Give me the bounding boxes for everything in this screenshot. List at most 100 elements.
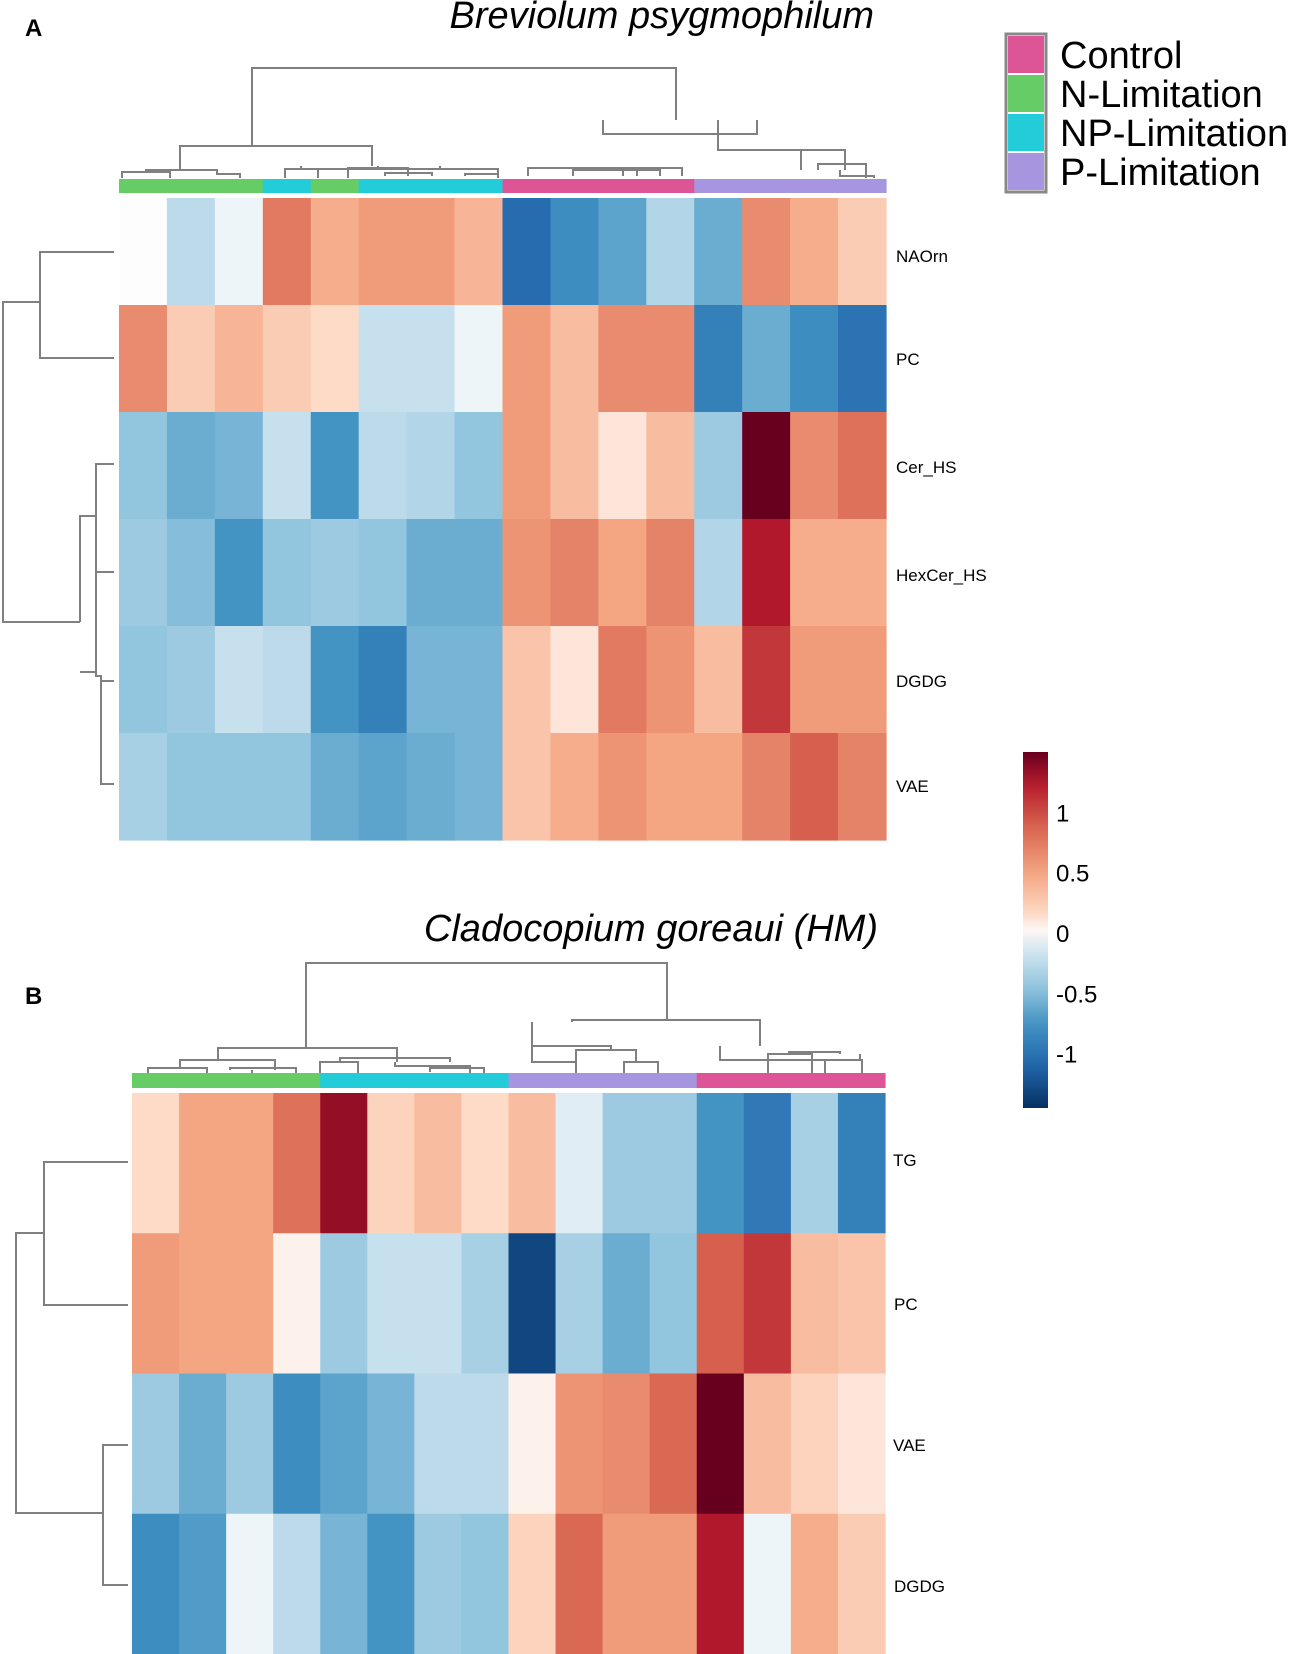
heatmap-cell-pc-col4 bbox=[262, 305, 312, 413]
heatmap-cell-tg-col2 bbox=[179, 1093, 227, 1234]
heatmap-cell-hexcer-hs-col11 bbox=[598, 519, 647, 627]
color-scale-tick-label: 0.5 bbox=[1056, 861, 1089, 888]
heatmap-cell-tg-col12 bbox=[649, 1093, 698, 1234]
heatmap-cell-hexcer-hs-col1 bbox=[119, 519, 168, 627]
group-bar-segment-n-limitation bbox=[119, 179, 168, 193]
legend-label-control: Control bbox=[1060, 35, 1183, 77]
heatmap-cell-vae-col12 bbox=[646, 733, 695, 841]
heatmap-cell-cer-hs-col4 bbox=[262, 412, 312, 520]
heatmap-cell-cer-hs-col14 bbox=[742, 412, 791, 520]
group-bar-segment-n-limitation bbox=[310, 179, 360, 193]
heatmap-cell-vae-col8 bbox=[461, 1373, 510, 1515]
heatmap-cell-dgdg-col16 bbox=[838, 626, 887, 734]
heatmap-cell-dgdg-col4 bbox=[273, 1513, 321, 1654]
heatmap-cell-pc-col7 bbox=[406, 305, 456, 413]
heatmap-cell-dgdg-col16 bbox=[837, 1513, 886, 1654]
heatmap-cell-pc-col6 bbox=[358, 305, 408, 413]
group-bar-segment-np-limitation bbox=[358, 179, 408, 193]
heatmap-cell-pc-col14 bbox=[743, 1233, 792, 1375]
heatmap-cell-hexcer-hs-col13 bbox=[694, 519, 743, 627]
heatmap-cell-cer-hs-col3 bbox=[214, 412, 264, 520]
heatmap-cell-tg-col3 bbox=[226, 1093, 274, 1234]
panel-a-row-label: PC bbox=[896, 350, 920, 369]
group-bar-segment-p-limitation bbox=[602, 1073, 651, 1088]
panel-b-row-dendrogram bbox=[15, 1161, 128, 1586]
heatmap-cell-naorn-col6 bbox=[358, 198, 408, 306]
heatmap-cell-dgdg-col13 bbox=[696, 1513, 745, 1654]
heatmap-cell-vae-col13 bbox=[694, 733, 743, 841]
heatmap-cell-tg-col13 bbox=[696, 1093, 745, 1234]
heatmap-cell-naorn-col4 bbox=[262, 198, 312, 306]
heatmap-cell-pc-col7 bbox=[414, 1233, 463, 1375]
heatmap-cell-dgdg-col11 bbox=[602, 1513, 651, 1654]
panel-a-group-bar bbox=[119, 179, 887, 193]
group-bar-segment-control bbox=[598, 179, 647, 193]
heatmap-cell-dgdg-col5 bbox=[320, 1513, 368, 1654]
heatmap-cell-cer-hs-col7 bbox=[406, 412, 456, 520]
heatmap-cell-vae-col8 bbox=[454, 733, 504, 841]
heatmap-cell-cer-hs-col12 bbox=[646, 412, 695, 520]
heatmap-cell-dgdg-col1 bbox=[119, 626, 168, 734]
group-bar-segment-p-limitation bbox=[838, 179, 887, 193]
heatmap-cell-hexcer-hs-col6 bbox=[358, 519, 408, 627]
heatmap-cell-pc-col12 bbox=[646, 305, 695, 413]
heatmap-cell-pc-col8 bbox=[461, 1233, 510, 1375]
panel-b-letter: B bbox=[25, 983, 42, 1010]
heatmap-cell-pc-col16 bbox=[838, 305, 887, 413]
heatmap-cell-hexcer-hs-col12 bbox=[646, 519, 695, 627]
heatmap-cell-pc-col5 bbox=[310, 305, 360, 413]
heatmap-cell-naorn-col13 bbox=[694, 198, 743, 306]
heatmap-cell-pc-col9 bbox=[502, 305, 552, 413]
heatmap-cell-pc-col15 bbox=[790, 305, 839, 413]
heatmap-cell-pc-col2 bbox=[179, 1233, 227, 1375]
heatmap-cell-naorn-col1 bbox=[119, 198, 168, 306]
color-scale-tick-label: -0.5 bbox=[1056, 981, 1097, 1008]
heatmap-cell-vae-col2 bbox=[179, 1373, 227, 1515]
heatmap-cell-tg-col10 bbox=[555, 1093, 604, 1234]
panel-a-letter: A bbox=[25, 15, 42, 42]
group-bar-segment-control bbox=[696, 1073, 745, 1088]
panel-b-row-label: DGDG bbox=[894, 1577, 945, 1596]
heatmap-cell-vae-col13 bbox=[696, 1373, 745, 1515]
heatmap-cell-dgdg-col12 bbox=[646, 626, 695, 734]
heatmap-cell-vae-col14 bbox=[743, 1373, 792, 1515]
heatmap-cell-naorn-col5 bbox=[310, 198, 360, 306]
heatmap-cell-vae-col11 bbox=[602, 1373, 651, 1515]
heatmap-cell-naorn-col16 bbox=[838, 198, 887, 306]
heatmap-cell-cer-hs-col2 bbox=[166, 412, 216, 520]
heatmap-cell-tg-col4 bbox=[273, 1093, 321, 1234]
heatmap-cell-pc-col1 bbox=[119, 305, 168, 413]
heatmap-cell-dgdg-col9 bbox=[508, 1513, 557, 1654]
heatmap-cell-hexcer-hs-col9 bbox=[502, 519, 552, 627]
panel-a: A Breviolum psygmophilum bbox=[2, 0, 987, 841]
heatmap-cell-tg-col15 bbox=[790, 1093, 839, 1234]
group-bar-segment-p-limitation bbox=[694, 179, 743, 193]
heatmap-cell-hexcer-hs-col4 bbox=[262, 519, 312, 627]
heatmap-cell-hexcer-hs-col5 bbox=[310, 519, 360, 627]
heatmap-cell-dgdg-col6 bbox=[367, 1513, 415, 1654]
color-scale-tick-label: 0 bbox=[1056, 921, 1069, 948]
heatmap-cell-cer-hs-col15 bbox=[790, 412, 839, 520]
heatmap-cell-hexcer-hs-col16 bbox=[838, 519, 887, 627]
heatmap-cell-pc-col13 bbox=[694, 305, 743, 413]
panel-a-row-label: Cer_HS bbox=[896, 458, 956, 477]
heatmap-cell-pc-col6 bbox=[367, 1233, 415, 1375]
heatmap-cell-tg-col5 bbox=[320, 1093, 368, 1234]
heatmap-cell-vae-col11 bbox=[598, 733, 647, 841]
legend-swatch-np-limitation bbox=[1008, 114, 1044, 151]
heatmap-cell-naorn-col7 bbox=[406, 198, 456, 306]
panel-b-title: Cladocopium goreaui (HM) bbox=[424, 908, 878, 950]
group-bar-segment-p-limitation bbox=[790, 179, 839, 193]
group-legend: Control N-Limitation NP-Limitation P-Lim… bbox=[1004, 32, 1288, 194]
heatmap-cell-pc-col11 bbox=[598, 305, 647, 413]
group-bar-segment-control bbox=[837, 1073, 886, 1088]
heatmap-cell-dgdg-col3 bbox=[226, 1513, 274, 1654]
heatmap-cell-vae-col12 bbox=[649, 1373, 698, 1515]
panel-b: B Cladocopium goreaui (HM) bbox=[15, 908, 945, 1654]
heatmap-cell-vae-col7 bbox=[414, 1373, 463, 1515]
panel-a-row-label: DGDG bbox=[896, 672, 947, 691]
heatmap-cell-vae-col6 bbox=[358, 733, 408, 841]
heatmap-cell-dgdg-col8 bbox=[461, 1513, 510, 1654]
heatmap-cell-dgdg-col11 bbox=[598, 626, 647, 734]
